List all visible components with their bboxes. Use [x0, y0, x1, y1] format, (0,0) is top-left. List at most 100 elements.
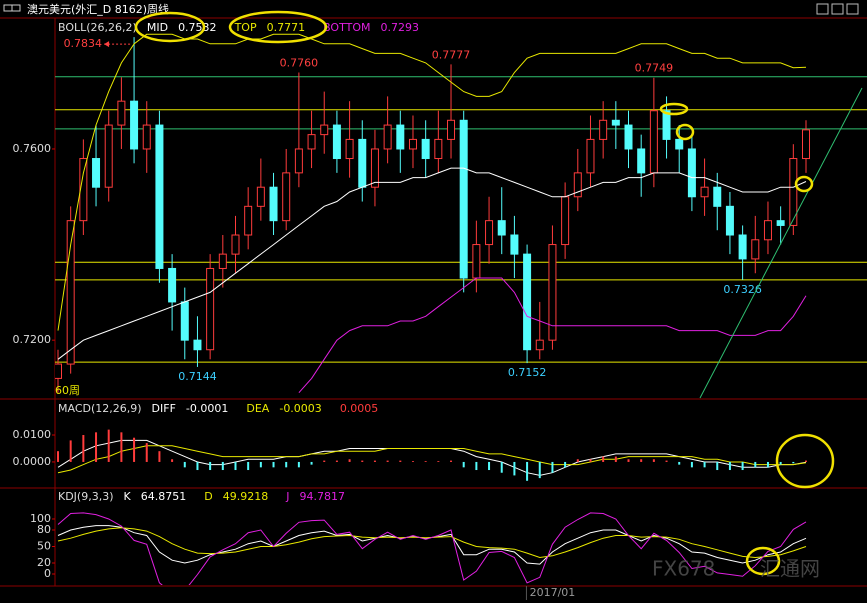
histogram-bar	[209, 461, 212, 471]
histogram-bar	[57, 451, 59, 462]
series-line	[57, 445, 807, 474]
highlight	[675, 123, 695, 141]
highlight	[134, 11, 206, 43]
candle-body	[345, 138, 354, 160]
histogram-bar	[665, 460, 668, 462]
histogram-bar	[627, 459, 630, 462]
histogram-bar	[348, 459, 351, 462]
histogram-bar	[145, 443, 148, 462]
candle-body	[637, 148, 646, 174]
maximize-button[interactable]	[831, 3, 844, 15]
series-line	[298, 277, 807, 394]
y-tick-label: 80	[37, 523, 51, 536]
histogram-bar	[551, 461, 554, 473]
legend-value: 0.7771	[267, 21, 306, 34]
legend-name: D	[204, 490, 212, 503]
candle-body	[687, 148, 696, 198]
candle-body	[66, 220, 75, 365]
legend-value: -0.0001	[186, 402, 228, 415]
highlight	[228, 10, 328, 44]
histogram-bar	[576, 459, 579, 462]
histogram-bar	[779, 461, 782, 465]
histogram-bar	[754, 461, 757, 468]
candle-body	[130, 100, 139, 150]
candle-body	[649, 110, 658, 174]
y-tick-label: 0.0000	[13, 455, 52, 468]
candle-body	[472, 244, 481, 279]
title-bar: 澳元美元(外汇_D 8162)周线	[3, 2, 859, 16]
highlight	[745, 546, 781, 576]
candle-body	[218, 253, 227, 269]
candle-body	[92, 158, 101, 188]
candle-body	[55, 363, 62, 379]
legend-name: DIFF	[152, 402, 176, 415]
legend-value: 94.7817	[299, 490, 345, 503]
candle-body	[370, 148, 379, 188]
candle-body	[725, 205, 734, 236]
annotation-label: 0.7152	[508, 366, 547, 379]
histogram-bar	[792, 461, 795, 464]
histogram-bar	[196, 461, 199, 471]
candle-body	[662, 110, 671, 140]
histogram-bar	[221, 461, 224, 471]
candle-body	[282, 172, 291, 222]
legend-value: 0.0005	[340, 402, 379, 415]
histogram-bar	[488, 461, 491, 471]
trend-line	[699, 87, 863, 399]
histogram-bar	[728, 461, 731, 471]
histogram-bar	[247, 461, 250, 471]
histogram-bar	[805, 460, 807, 462]
annotation-arrowhead	[104, 41, 110, 48]
candle-body	[510, 234, 519, 255]
candle-body	[548, 244, 557, 341]
panel	[55, 33, 867, 394]
candle-body	[231, 234, 240, 255]
histogram-bar	[703, 461, 706, 468]
minimize-button[interactable]	[816, 3, 829, 15]
histogram-bar	[399, 460, 402, 462]
annotation-label: 0.7760	[280, 56, 319, 69]
candle-body	[789, 158, 798, 226]
candle-body	[294, 148, 303, 174]
annotation-label: 0.7749	[635, 62, 674, 75]
candle-body	[104, 124, 113, 188]
histogram-bar	[614, 456, 617, 462]
annotation-label: 0.7144	[178, 370, 217, 383]
frame	[0, 17, 867, 587]
candle-body	[168, 267, 177, 303]
histogram-bar	[310, 461, 313, 465]
candle-body	[700, 186, 709, 198]
histogram-bar	[526, 461, 529, 481]
close-button[interactable]	[846, 3, 859, 15]
candle-body	[256, 186, 265, 207]
legend-value: 64.8751	[141, 490, 187, 503]
candle-body	[193, 339, 202, 351]
candle-body	[383, 124, 392, 150]
legend-name: J	[285, 490, 289, 503]
histogram-bar	[690, 461, 693, 468]
panel	[57, 512, 807, 585]
candle-body	[155, 124, 164, 269]
histogram-bar	[716, 461, 719, 471]
plot-layer: 0.7600 0.7200 BOLL(26,26,2) MID 0.7532 TOP 0.7…	[13, 21, 867, 600]
histogram-bar	[272, 461, 275, 468]
candle-body	[180, 301, 189, 341]
histogram-bar	[386, 460, 389, 462]
candle-body	[206, 267, 215, 351]
histogram-bar	[450, 460, 453, 462]
y-tick-label: 0.7200	[13, 333, 52, 346]
candle-body	[332, 124, 341, 160]
candle-body	[142, 124, 151, 150]
legend-name: TOP	[234, 21, 257, 34]
candle-body	[244, 205, 253, 236]
histogram-bar	[297, 461, 300, 468]
histogram-bar	[183, 461, 186, 468]
candle-body	[586, 138, 595, 174]
histogram-bar	[82, 435, 85, 462]
histogram-bar	[475, 461, 478, 471]
candle-body	[738, 234, 747, 260]
histogram-bar	[133, 437, 136, 462]
histogram-bar	[234, 461, 237, 471]
